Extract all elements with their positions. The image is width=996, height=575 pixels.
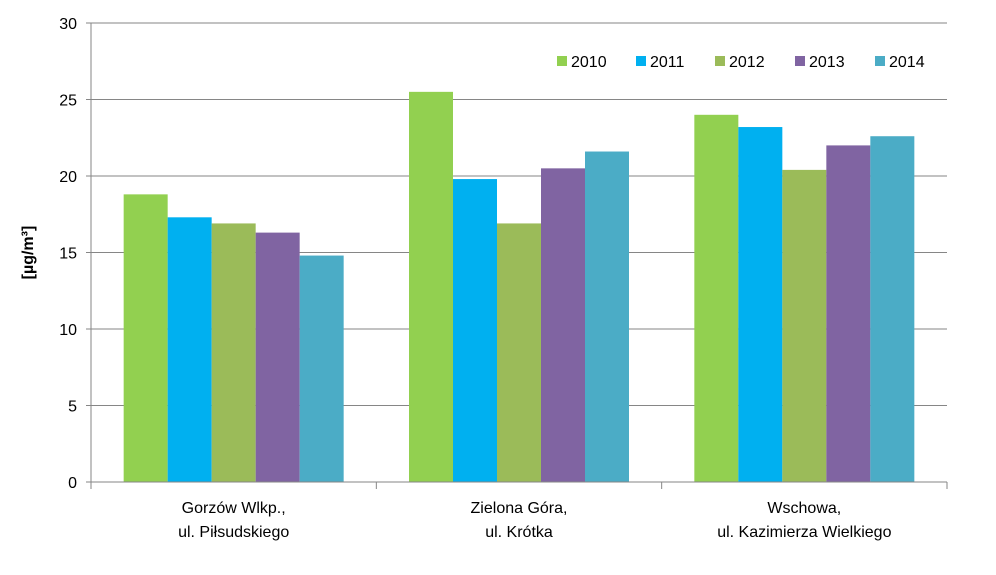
x-category-label: Wschowa, xyxy=(767,500,841,517)
y-tick-label: 20 xyxy=(59,169,77,186)
y-tick-label: 15 xyxy=(59,246,77,263)
bar-2013 xyxy=(826,145,871,482)
y-axis-title: [µg/m³] xyxy=(20,226,37,280)
legend-swatch-2013 xyxy=(795,56,805,66)
bar-2011 xyxy=(738,127,783,482)
bar-2011 xyxy=(167,217,212,482)
y-tick-label: 25 xyxy=(59,93,77,110)
bar-2014 xyxy=(870,136,915,482)
bar-2012 xyxy=(497,223,541,482)
x-category-labels: Gorzów Wlkp., ul. Piłsudskiego Zielona Gór… xyxy=(178,500,891,541)
y-tick-label: 5 xyxy=(68,399,77,416)
bar-2013 xyxy=(541,168,585,482)
axes xyxy=(86,22,948,489)
legend: 2010 2011 2012 2013 2014 xyxy=(557,54,925,71)
legend-label-2010: 2010 xyxy=(571,54,607,71)
bar-2014 xyxy=(585,151,629,482)
y-tick-label: 30 xyxy=(59,16,77,33)
bar-2013 xyxy=(255,232,300,482)
bar-2010 xyxy=(123,194,168,483)
x-category-label: ul. Piłsudskiego xyxy=(178,524,289,541)
legend-label-2012: 2012 xyxy=(729,54,765,71)
legend-swatch-2010 xyxy=(557,56,567,66)
y-tick-label: 0 xyxy=(68,475,77,492)
x-category-label: Zielona Góra, xyxy=(471,500,568,517)
bar-2012 xyxy=(782,169,827,482)
legend-label-2013: 2013 xyxy=(809,54,845,71)
y-tick-labels: 0 5 10 15 20 25 30 xyxy=(59,16,77,492)
x-category-label: Gorzów Wlkp., xyxy=(182,500,286,517)
x-category-label: ul. Krótka xyxy=(485,524,553,541)
bar-2011 xyxy=(453,179,497,482)
bar-2012 xyxy=(211,223,256,482)
bar-2014 xyxy=(299,255,344,482)
legend-swatch-2011 xyxy=(636,56,646,66)
legend-label-2011: 2011 xyxy=(650,54,685,71)
legend-swatch-2012 xyxy=(715,56,725,66)
y-tick-label: 10 xyxy=(59,322,77,339)
bars xyxy=(123,91,915,483)
bar-2010 xyxy=(694,114,739,483)
legend-label-2014: 2014 xyxy=(889,54,925,71)
x-category-label: ul. Kazimierza Wielkiego xyxy=(717,524,891,541)
bar-2010 xyxy=(409,91,453,482)
legend-swatch-2014 xyxy=(875,56,885,66)
